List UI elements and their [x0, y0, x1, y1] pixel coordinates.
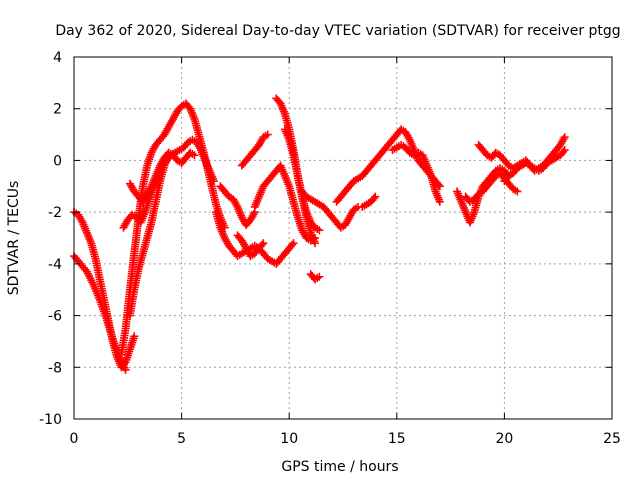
data-point: [315, 272, 324, 281]
series-arc-21: [500, 146, 569, 186]
data-point: [315, 226, 324, 235]
series-arc-17: [388, 140, 444, 206]
data-point: [288, 240, 297, 249]
axis-ticks: [73, 56, 613, 420]
data-point: [435, 197, 444, 206]
series-arc-10: [237, 130, 272, 170]
data-point: [121, 365, 130, 374]
y-axis-label: SDTVAR / TECUs: [6, 181, 22, 296]
plot-frame: [73, 56, 613, 420]
x-tick-labels: 0 5 10 15 20 25: [70, 431, 621, 447]
data-point: [369, 194, 378, 203]
x-tick-label: 10: [280, 431, 298, 447]
y-tick-label: 0: [53, 153, 62, 169]
data-point: [164, 151, 173, 160]
y-tick-label: 2: [53, 102, 62, 118]
y-tick-label: -6: [48, 309, 62, 325]
data-point: [513, 187, 522, 196]
series-arc-13: [280, 125, 320, 248]
chart-title: Day 362 of 2020, Sidereal Day-to-day VTE…: [55, 23, 620, 39]
data-point: [130, 332, 139, 341]
data-point: [259, 239, 268, 248]
x-tick-label: 25: [603, 431, 621, 447]
data-point: [311, 239, 320, 248]
series-arc-11: [250, 161, 320, 245]
series-arc-19: [461, 169, 522, 206]
y-tick-label: -10: [39, 412, 62, 428]
series-arc-6: [125, 151, 173, 320]
data-point: [289, 239, 298, 248]
data-point: [257, 240, 266, 249]
x-tick-label: 15: [388, 431, 406, 447]
data-point: [209, 177, 218, 186]
series-arc-15: [306, 270, 324, 284]
series-arc-3: [117, 99, 229, 359]
y-tick-labels: 4 2 0 -2 -4 -6 -8 -10: [39, 50, 62, 428]
series-arc-14: [298, 187, 380, 232]
data-point: [560, 146, 569, 155]
series-arc-9: [233, 231, 268, 261]
data-point: [190, 151, 199, 160]
x-tick-label: 0: [70, 431, 79, 447]
y-tick-label: -2: [48, 205, 62, 221]
y-tick-label: -4: [48, 257, 62, 273]
x-tick-label: 20: [495, 431, 513, 447]
series-arc-2: [70, 252, 130, 374]
data-points: [70, 94, 569, 374]
y-tick-label: 4: [53, 50, 62, 66]
data-point: [559, 147, 568, 156]
series-arc-16: [332, 125, 444, 206]
data-point: [263, 130, 272, 139]
data-point: [371, 192, 380, 201]
x-axis-label: GPS time / hours: [281, 459, 398, 475]
series-arc-8: [216, 182, 259, 230]
series-arc-7: [212, 208, 298, 268]
x-tick-label: 5: [177, 431, 186, 447]
y-tick-label: -8: [48, 360, 62, 376]
grid: [74, 57, 612, 419]
data-point: [560, 133, 569, 142]
